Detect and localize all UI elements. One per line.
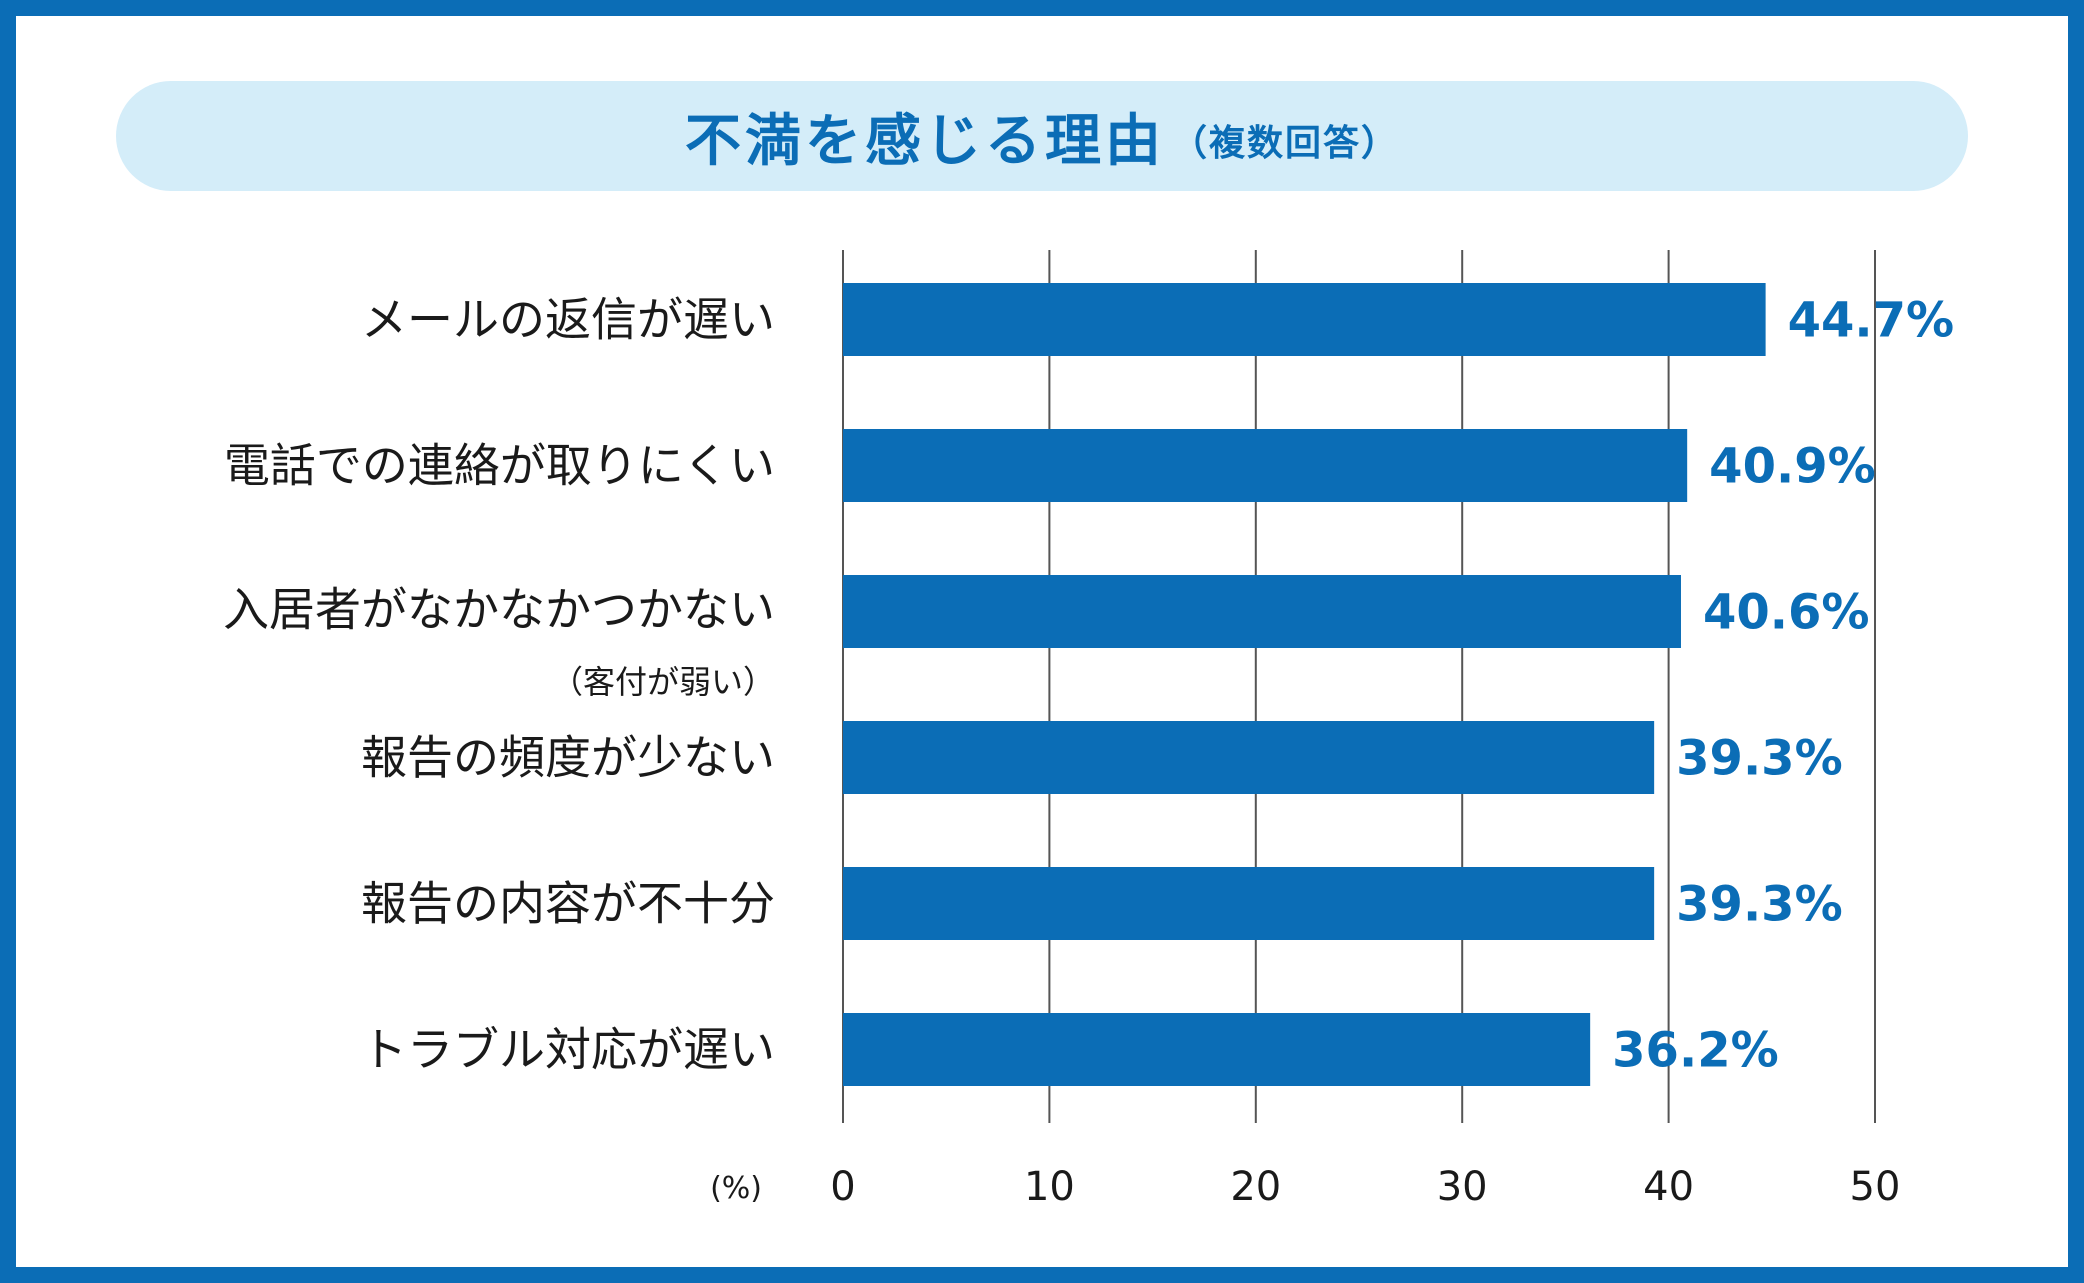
category-label-2: 電話での連絡が取りにくい [224, 439, 775, 493]
bar-3 [843, 575, 1681, 648]
chart-title: 不満を感じる理由 （複数回答） [116, 81, 1968, 191]
value-label-4: 39.3% [1676, 731, 1843, 787]
value-label-2: 40.9% [1709, 439, 1876, 495]
bar-6 [843, 1013, 1591, 1086]
bar-4 [843, 721, 1655, 794]
x-tick-label-20: 20 [1230, 1164, 1281, 1210]
value-label-3: 40.6% [1703, 585, 1870, 641]
value-label-1: 44.7% [1788, 293, 1955, 349]
x-tick-label-50: 50 [1850, 1164, 1901, 1210]
bar-5 [843, 867, 1655, 940]
x-tick-label-0: 0 [830, 1164, 855, 1210]
value-label-6: 36.2% [1612, 1023, 1779, 1079]
value-label-5: 39.3% [1676, 877, 1843, 933]
chart-title-main: 不満を感じる理由 [684, 108, 1165, 174]
bar-2 [843, 429, 1688, 502]
chart-title-sub: （複数回答） [1170, 123, 1399, 164]
x-tick-label-10: 10 [1024, 1164, 1075, 1210]
category-label-6: トラブル対応が遅い [361, 1023, 775, 1077]
category-label-3: 入居者がなかなかつかない [223, 583, 775, 637]
category-sublabel-3: （客付が弱い） [551, 663, 775, 701]
x-tick-label-30: 30 [1437, 1164, 1488, 1210]
category-label-4: 報告の頻度が少ない [361, 731, 775, 785]
category-label-1: メールの返信が遅い [361, 293, 775, 347]
bar-1 [843, 283, 1766, 356]
category-label-5: 報告の内容が不十分 [361, 877, 775, 931]
x-axis-unit-label: (%) [710, 1171, 762, 1206]
x-tick-label-40: 40 [1643, 1164, 1694, 1210]
